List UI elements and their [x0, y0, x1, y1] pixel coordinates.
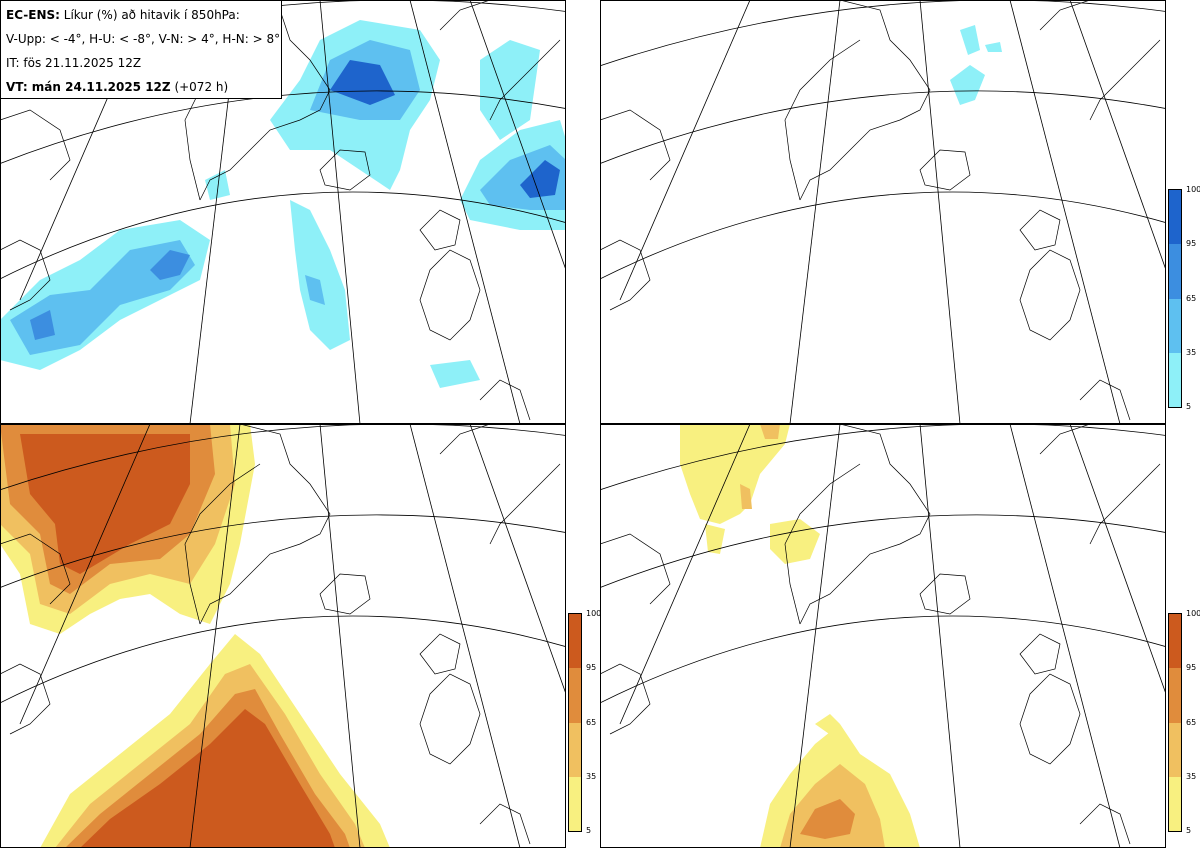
colorbar-tick-label: 35	[586, 771, 597, 781]
colorbar-segment	[569, 668, 581, 723]
colorbar-warm-4: 100 95 65 35 5	[568, 610, 601, 835]
colorbar-segment	[1169, 244, 1181, 299]
colorbar-tick-label: 95	[1186, 663, 1197, 673]
prob-field-cold-4	[0, 20, 566, 388]
graticule-warm-8	[600, 424, 1166, 848]
colorbar-tick-label: 95	[586, 663, 597, 673]
panel-warm-8	[600, 424, 1166, 848]
colorbar-segment	[569, 776, 581, 831]
coastline-cold-8	[600, 0, 1161, 421]
colorbar-segment	[1169, 190, 1181, 245]
coastline-warm-8	[600, 424, 1161, 845]
colorbar-segment	[1169, 722, 1181, 777]
colorbar-segment	[1169, 668, 1181, 723]
map-cold-8	[600, 0, 1166, 424]
panel-cold-4: EC-ENS: Líkur (%) að hitavik í 850hPa: V…	[0, 0, 566, 424]
valid-time: VT: mán 24.11.2025 12Z	[6, 80, 171, 94]
colorbar-segment	[1169, 298, 1181, 353]
colorbar-tick-label: 35	[1186, 771, 1197, 781]
panel-cold-8	[600, 0, 1166, 424]
model-name: EC-ENS:	[6, 8, 60, 22]
colorbar-segment	[1169, 352, 1181, 407]
colorbar-segment	[1169, 614, 1181, 669]
colorbar-tick-label: 5	[1186, 826, 1192, 835]
panel-warm-4	[0, 424, 566, 848]
colorbar-tick-label: 5	[1186, 402, 1192, 411]
colorbar-tick-label: 100	[586, 609, 602, 618]
colorbar-segment	[1169, 776, 1181, 831]
coastline-cold-4	[0, 0, 561, 421]
map-title: Líkur (%) að hitavik í 850hPa:	[63, 8, 240, 22]
colorbar-tick-label: 95	[1186, 239, 1197, 249]
colorbar-tick-label: 100	[1186, 609, 1200, 618]
valid-offset: (+072 h)	[174, 80, 229, 94]
colorbar-tick-label: 100	[1186, 185, 1200, 194]
coastline-warm-4	[0, 424, 561, 845]
graticule-cold-8	[600, 0, 1166, 424]
colorbar-cold-8: 100 95 65 35 5	[1168, 186, 1200, 411]
map-cold-4	[0, 0, 566, 424]
colorbar-tick-label: 65	[1186, 717, 1197, 727]
colorbar-tick-label: 5	[586, 826, 592, 835]
map-warm-4	[0, 424, 566, 848]
graticule-warm-4	[0, 424, 566, 848]
colorbar-tick-label: 65	[1186, 293, 1197, 303]
colorbar-segment	[569, 722, 581, 777]
prob-field-warm-4	[0, 424, 390, 848]
colorbar-segment	[569, 614, 581, 669]
colorbar-warm-8: 100 95 65 35 5	[1168, 610, 1200, 835]
initial-time: IT: fös 21.11.2025 12Z	[6, 56, 142, 70]
map-warm-8	[600, 424, 1166, 848]
legend-line: V-Upp: < -4°, H-U: < -8°, V-N: > 4°, H-N…	[6, 32, 281, 46]
prob-field-warm-8	[680, 424, 920, 848]
colorbar-tick-label: 65	[586, 717, 597, 727]
colorbar-tick-label: 35	[1186, 347, 1197, 357]
prob-field-cold-8	[950, 25, 1002, 105]
graticule-cold-4	[0, 0, 566, 424]
info-box: EC-ENS: Líkur (%) að hitavik í 850hPa: V…	[0, 0, 282, 99]
